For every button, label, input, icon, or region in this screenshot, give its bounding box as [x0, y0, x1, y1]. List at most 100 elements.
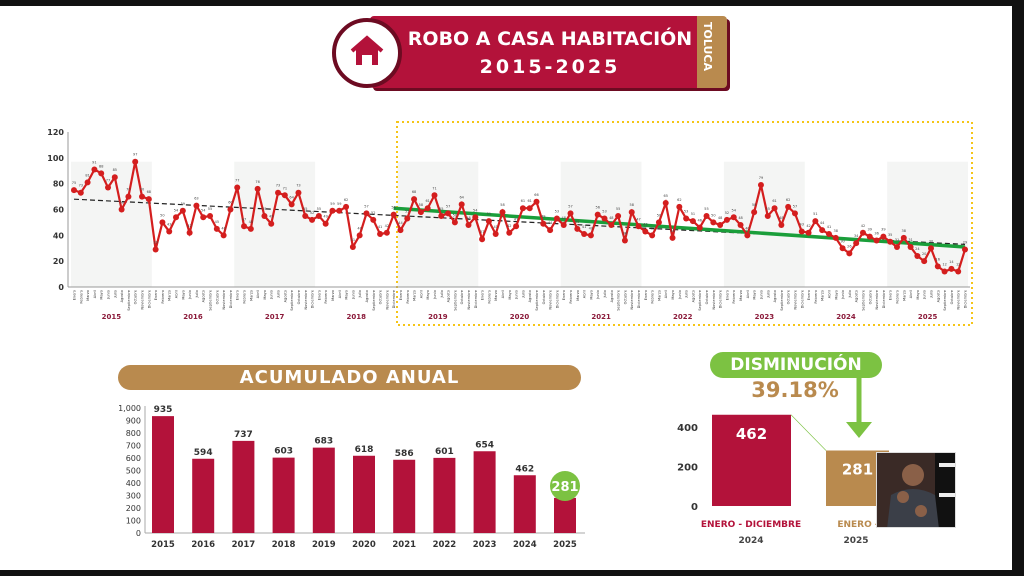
- data-point: [662, 200, 669, 207]
- data-point: [703, 212, 710, 219]
- bar-value-label: 462: [736, 425, 767, 443]
- data-point: [343, 203, 350, 210]
- month-label: Diciembre: [147, 289, 151, 308]
- data-label: 55: [616, 207, 620, 211]
- data-point: [492, 231, 499, 238]
- data-point: [757, 181, 764, 188]
- data-point: [853, 240, 860, 247]
- month-label: Junio: [270, 290, 274, 300]
- year-label: 2017: [265, 313, 285, 321]
- data-point: [805, 229, 812, 236]
- data-label: 40: [221, 226, 225, 230]
- data-label: 54: [473, 208, 478, 212]
- data-point: [540, 220, 547, 227]
- month-label: Marzo: [657, 290, 661, 301]
- month-label: Octubre: [623, 289, 627, 304]
- year-band: [397, 161, 479, 287]
- month-label: Octubre: [215, 289, 219, 304]
- bar-2020: [353, 455, 375, 533]
- bar-2025: [554, 497, 576, 533]
- data-point: [241, 223, 248, 230]
- data-point: [349, 243, 356, 250]
- data-point: [356, 232, 363, 239]
- bar-2017: [232, 440, 255, 533]
- data-label: 31: [895, 238, 899, 242]
- month-label: Abril: [338, 290, 342, 298]
- month-label: Febrero: [732, 290, 736, 304]
- month-label: Diciembre: [474, 289, 478, 308]
- month-label: Noviembre: [549, 289, 553, 309]
- data-point: [927, 245, 934, 252]
- month-label: Junio: [678, 290, 682, 300]
- period-label: ENERO - DICIE: [837, 520, 908, 530]
- month-label: Febrero: [569, 290, 573, 304]
- data-label: 52: [310, 211, 314, 215]
- month-label: Junio: [515, 290, 519, 300]
- month-label: Abril: [909, 290, 913, 298]
- data-label: 75: [72, 181, 76, 185]
- bar-2019: [312, 447, 335, 533]
- data-label: 41: [378, 225, 382, 229]
- data-label: 51: [487, 212, 491, 216]
- bar-2021: [393, 459, 416, 533]
- highlight-circle: [550, 471, 580, 501]
- data-label: 29: [963, 241, 967, 245]
- month-label: Agosto: [936, 290, 940, 302]
- data-point: [254, 185, 261, 192]
- data-label: 61: [772, 199, 776, 203]
- trend-line-all: [73, 198, 966, 245]
- data-point: [309, 216, 316, 223]
- sign-language-interpreter-video: [876, 452, 956, 528]
- x-tick-label: 2016: [191, 540, 215, 550]
- month-label: Abril: [664, 290, 668, 298]
- y-tick-label: 800: [126, 429, 141, 438]
- data-point: [832, 234, 839, 241]
- data-point: [220, 232, 227, 239]
- year-label: 2025: [918, 313, 938, 321]
- data-point: [533, 198, 540, 205]
- data-point: [336, 207, 343, 214]
- data-point: [880, 233, 887, 240]
- data-label: 42: [806, 224, 810, 228]
- month-label: Agosto: [855, 290, 859, 302]
- data-point: [839, 245, 846, 252]
- data-label: 53: [555, 210, 559, 214]
- data-point: [227, 206, 234, 213]
- data-label: 58: [500, 203, 504, 207]
- data-point: [98, 170, 105, 177]
- month-label: Junio: [759, 290, 763, 300]
- data-label: 30: [840, 239, 844, 243]
- data-point: [914, 253, 921, 259]
- data-point: [479, 236, 486, 243]
- data-point: [397, 227, 404, 234]
- data-point: [111, 174, 118, 181]
- month-label: Marzo: [494, 290, 498, 301]
- data-label: 71: [283, 186, 287, 190]
- bar-value-label: 737: [234, 430, 253, 440]
- month-label: Abril: [175, 290, 179, 298]
- data-label: 50: [160, 213, 164, 217]
- data-label: 50: [657, 213, 661, 217]
- data-label: 45: [215, 220, 219, 224]
- month-label: Julio: [358, 290, 362, 299]
- month-label: Julio: [685, 290, 689, 299]
- data-label: 61: [527, 199, 531, 203]
- month-label: Febrero: [79, 290, 83, 304]
- month-label: Diciembre: [882, 289, 886, 308]
- data-point: [601, 215, 608, 222]
- data-label: 39: [881, 228, 885, 232]
- data-point: [574, 225, 581, 232]
- data-label: 71: [432, 186, 436, 190]
- month-label: Noviembre: [304, 289, 308, 309]
- y-tick-label: 80: [53, 180, 65, 189]
- month-label: Mayo: [263, 290, 267, 300]
- data-label: 73: [276, 184, 280, 188]
- data-label: 55: [439, 207, 443, 211]
- data-label: 43: [800, 222, 804, 226]
- month-label: Junio: [841, 290, 845, 300]
- month-label: Mayo: [589, 290, 593, 300]
- data-label: 50: [453, 213, 457, 217]
- data-point: [417, 209, 424, 216]
- data-label: 49: [541, 215, 545, 219]
